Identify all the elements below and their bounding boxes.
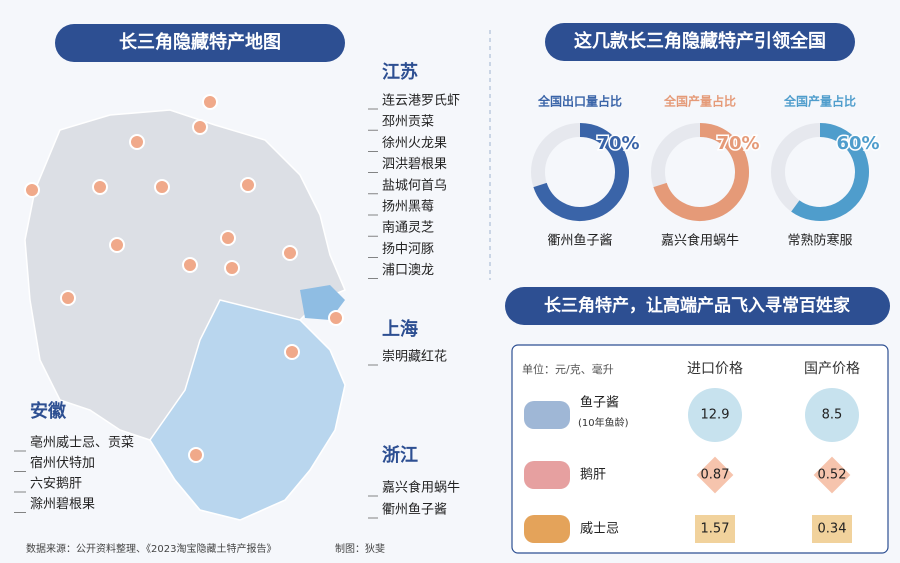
map-dot [284,344,300,360]
price-mark [688,388,742,442]
map-dot [24,182,40,198]
region-item: 滁州碧根果 [30,496,95,512]
region-item: 崇明藏红花 [382,349,447,365]
product-icon [524,461,570,489]
price-mark [695,515,735,543]
region-item: 六安鹅肝 [30,476,82,492]
price-value: 0.87 [701,468,730,483]
price-value: 12.9 [701,408,730,423]
price-value: 1.57 [701,522,730,537]
map-dot [92,179,108,195]
map-dot [154,179,170,195]
price-value: 0.34 [818,522,847,537]
share-product: 常熟防寒服 [787,233,852,249]
region-item: 扬中河豚 [382,242,434,257]
share-value: 60% [836,133,879,154]
region-item: 浦口澳龙 [382,262,434,278]
share-title: 这几款长三角隐藏特产引领全国 [574,30,826,52]
prices-title-pill [505,287,890,325]
map-dot [129,134,145,150]
price-table [511,344,889,554]
region-item: 衢州鱼子酱 [382,502,447,518]
region-item: 亳州威士忌、贡菜 [30,435,134,451]
price-mark [812,515,852,543]
column-header: 国产价格 [804,361,860,377]
share-label: 全国产量占比 [783,94,856,109]
region-name: 江苏 [382,61,418,83]
share-product: 嘉兴食用蜗牛 [661,233,739,249]
source: 数据来源：公开资料整理、《2023淘宝隐藏土特产报告》 [26,542,276,555]
product-name: 鱼子酱 [580,395,619,411]
donut-arc [653,123,749,221]
share-label: 全国产量占比 [663,94,736,109]
map-dot [182,257,198,273]
region-item: 扬州黑莓 [382,200,434,215]
region-item: 盐城何首乌 [382,177,447,193]
region-item: 徐州火龙果 [382,136,447,151]
price-mark [813,456,851,494]
map-dot [282,245,298,261]
map-title: 长三角隐藏特产地图 [119,31,281,53]
donut-arc [533,123,629,221]
share-value: 70% [716,133,759,154]
region-item: 南通灵芝 [382,220,434,236]
region-item: 邳州贡菜 [382,115,434,130]
credit: 制图：狄斐 [335,542,385,555]
product-icon [524,515,570,543]
map-title-pill [55,24,345,62]
share-title-pill [545,23,855,61]
unit: 单位：元/克、毫升 [522,362,614,376]
region-item: 连云港罗氏虾 [382,93,460,109]
donut-arc [791,123,869,221]
price-value: 8.5 [822,408,843,423]
product-name: 威士忌 [580,522,619,537]
map-dot [60,290,76,306]
column-header: 进口价格 [687,361,743,377]
prices-title: 长三角特产，让高端产品飞入寻常百姓家 [544,295,850,316]
region-item: 嘉兴食用蜗牛 [382,480,460,496]
region-item: 泗洪碧根果 [382,157,447,172]
region-name: 浙江 [382,444,418,466]
map-dot [202,94,218,110]
price-mark [805,388,859,442]
product-icon [524,401,570,429]
region-name: 安徽 [30,400,67,422]
price-value: 0.52 [818,468,847,483]
product-name: 鹅肝 [580,467,606,483]
map-dot [240,177,256,193]
map-dot [224,260,240,276]
map-dot [220,230,236,246]
share-label: 全国出口量占比 [537,94,622,109]
map-dot [192,119,208,135]
map-dot [188,447,204,463]
region-name: 上海 [382,318,418,340]
share-value: 70% [596,133,639,154]
region-item: 宿州伏特加 [30,455,95,471]
map-dot [328,310,344,326]
product-note: (10年鱼龄) [578,416,629,429]
price-mark [696,456,734,494]
share-product: 衢州鱼子酱 [547,233,612,249]
map-dot [109,237,125,253]
